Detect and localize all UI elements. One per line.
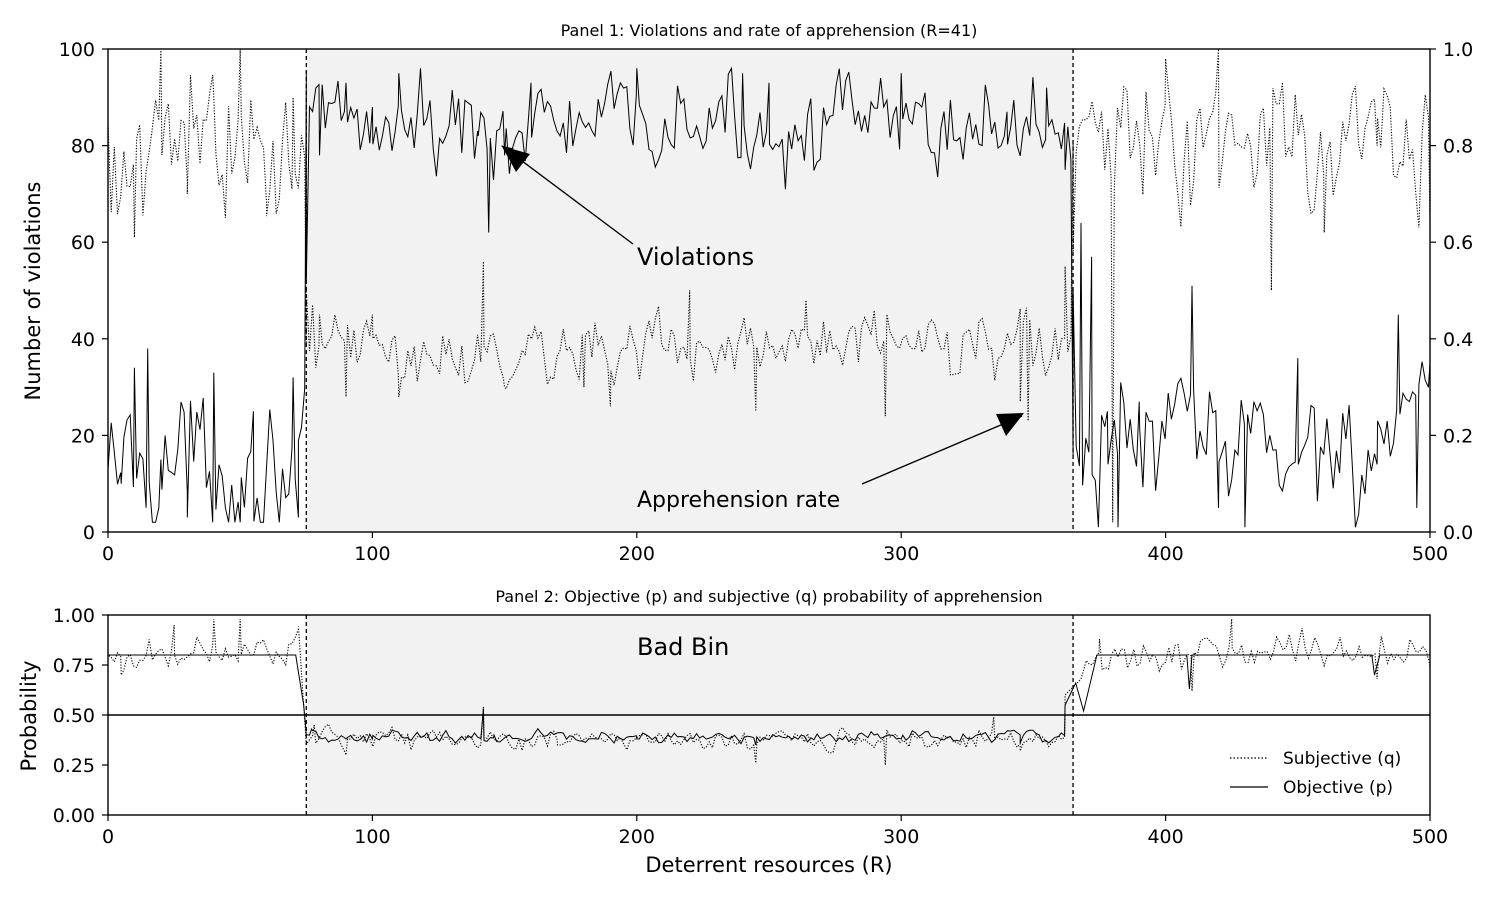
legend-label-subjective: Subjective (q) <box>1283 749 1401 769</box>
y-tick-label: 0.75 <box>53 655 95 677</box>
x-tick-label: 400 <box>1147 826 1183 848</box>
legend: Subjective (q) Objective (p) <box>1230 749 1401 798</box>
y-tick-label: 100 <box>59 39 95 61</box>
y-tick-label: 0.00 <box>53 805 95 827</box>
panel-2-title: Panel 2: Objective (p) and subjective (q… <box>495 587 1042 606</box>
apprehension-rate-arrow <box>861 415 1023 485</box>
y-tick-label: 0.25 <box>53 755 95 777</box>
y-tick-label: 0.50 <box>53 705 95 727</box>
panel-2: Panel 2: Objective (p) and subjective (q… <box>17 587 1448 877</box>
series-dotted-1 <box>108 49 1430 523</box>
y-tick-label: 0 <box>83 522 95 544</box>
y2-tick-label: 0.2 <box>1443 425 1473 447</box>
x-tick-label: 100 <box>354 543 390 565</box>
x-tick-label: 300 <box>883 543 919 565</box>
panel-1-x-ticks: 0 100 200 300 400 500 <box>102 532 1448 565</box>
y-tick-label: 20 <box>71 425 95 447</box>
panel-2-series <box>108 618 1430 766</box>
x-tick-label: 300 <box>883 826 919 848</box>
panel-2-y-ticks: 0.00 0.25 0.50 0.75 1.00 <box>53 605 108 827</box>
panel-1: Panel 1: Violations and rate of apprehen… <box>21 21 1473 565</box>
panel-2-y-axis-label: Probability <box>17 660 41 771</box>
x-tick-label: 0 <box>102 826 114 848</box>
apprehension-rate-arrowhead <box>996 413 1024 436</box>
legend-label-objective: Objective (p) <box>1283 778 1393 798</box>
apprehension-rate-label: Apprehension rate <box>637 488 840 513</box>
y-tick-label: 60 <box>71 232 95 254</box>
x-tick-label: 400 <box>1147 543 1183 565</box>
panel-1-y2-ticks: 0.0 0.2 0.4 0.6 0.8 1.0 <box>1430 39 1473 544</box>
y2-tick-label: 0.8 <box>1443 136 1473 158</box>
y-tick-label: 80 <box>71 136 95 158</box>
panel-1-frame <box>107 48 1431 533</box>
x-tick-label: 100 <box>354 826 390 848</box>
violations-arrow <box>501 145 634 245</box>
x-tick-label: 200 <box>619 826 655 848</box>
series-solid-0 <box>108 66 1430 528</box>
panel-1-annotations: Violations Apprehension rate <box>501 145 1024 513</box>
x-tick-label: 500 <box>1412 543 1448 565</box>
series-objective-p <box>108 654 1430 746</box>
panel-1-title: Panel 1: Violations and rate of apprehen… <box>561 21 978 40</box>
y2-tick-label: 0.4 <box>1443 329 1473 351</box>
y-tick-label: 1.00 <box>53 605 95 627</box>
series-subjective-q <box>108 618 1430 766</box>
x-tick-label: 0 <box>102 543 114 565</box>
x-tick-label: 200 <box>619 543 655 565</box>
violations-label: Violations <box>637 243 754 271</box>
y2-tick-label: 0.6 <box>1443 232 1473 254</box>
panel-1-y-axis-label: Number of violations <box>21 182 45 401</box>
y2-tick-label: 1.0 <box>1443 39 1473 61</box>
violations-arrowhead <box>502 146 530 172</box>
panel-2-x-axis-label: Deterrent resources (R) <box>645 853 892 877</box>
panel-1-series <box>108 49 1430 528</box>
panel-1-vlines <box>305 49 1074 532</box>
panel-1-y-ticks: 0 20 40 60 80 100 <box>59 39 108 544</box>
panel-2-x-ticks: 0 100 200 300 400 500 <box>102 815 1448 848</box>
bad-bin-label: Bad Bin <box>637 633 729 661</box>
x-tick-label: 500 <box>1412 826 1448 848</box>
y2-tick-label: 0.0 <box>1443 522 1473 544</box>
y-tick-label: 40 <box>71 329 95 351</box>
